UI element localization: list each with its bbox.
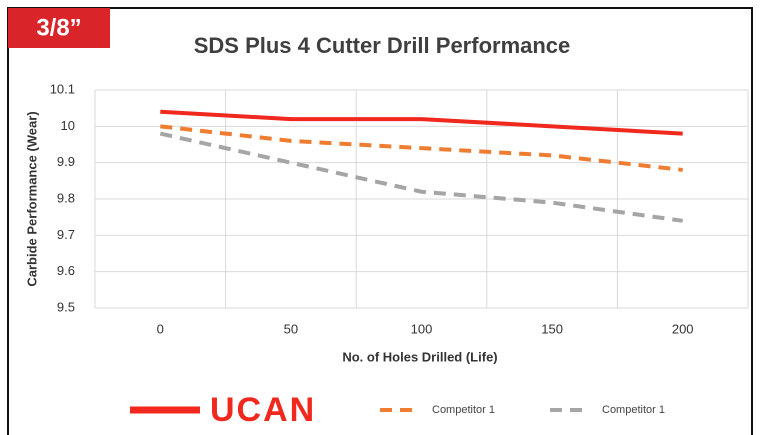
- x-tick-label: 100: [411, 321, 433, 336]
- x-axis-label: No. of Holes Drilled (Life): [342, 349, 497, 364]
- x-tick-label: 200: [672, 321, 694, 336]
- series-line: [160, 109, 683, 136]
- y-tick-label: 9.6: [57, 263, 75, 278]
- y-axis-label: Carbide Performance (Wear): [24, 111, 39, 286]
- legend-label: UCAN: [210, 391, 316, 429]
- legend-label: Competitor 1: [602, 404, 665, 416]
- legend-label: Competitor 1: [432, 404, 495, 416]
- frame: [7, 7, 753, 435]
- y-tick-label: 9.7: [57, 227, 75, 242]
- x-tick-label: 50: [284, 321, 298, 336]
- badge: 3/8”: [36, 14, 81, 41]
- series-line: [160, 124, 683, 172]
- y-tick-label: 9.9: [57, 154, 75, 169]
- y-tick-label: 10: [61, 118, 75, 133]
- badge-box: [8, 8, 110, 48]
- series-line: [159, 131, 683, 223]
- x-tick-label: 150: [541, 321, 563, 336]
- x-tick-label: 0: [157, 321, 164, 336]
- chart-title: SDS Plus 4 Cutter Drill Performance: [194, 33, 571, 58]
- y-tick-label: 10.1: [50, 81, 75, 96]
- y-tick-label: 9.5: [57, 299, 75, 314]
- y-tick-label: 9.8: [57, 190, 75, 205]
